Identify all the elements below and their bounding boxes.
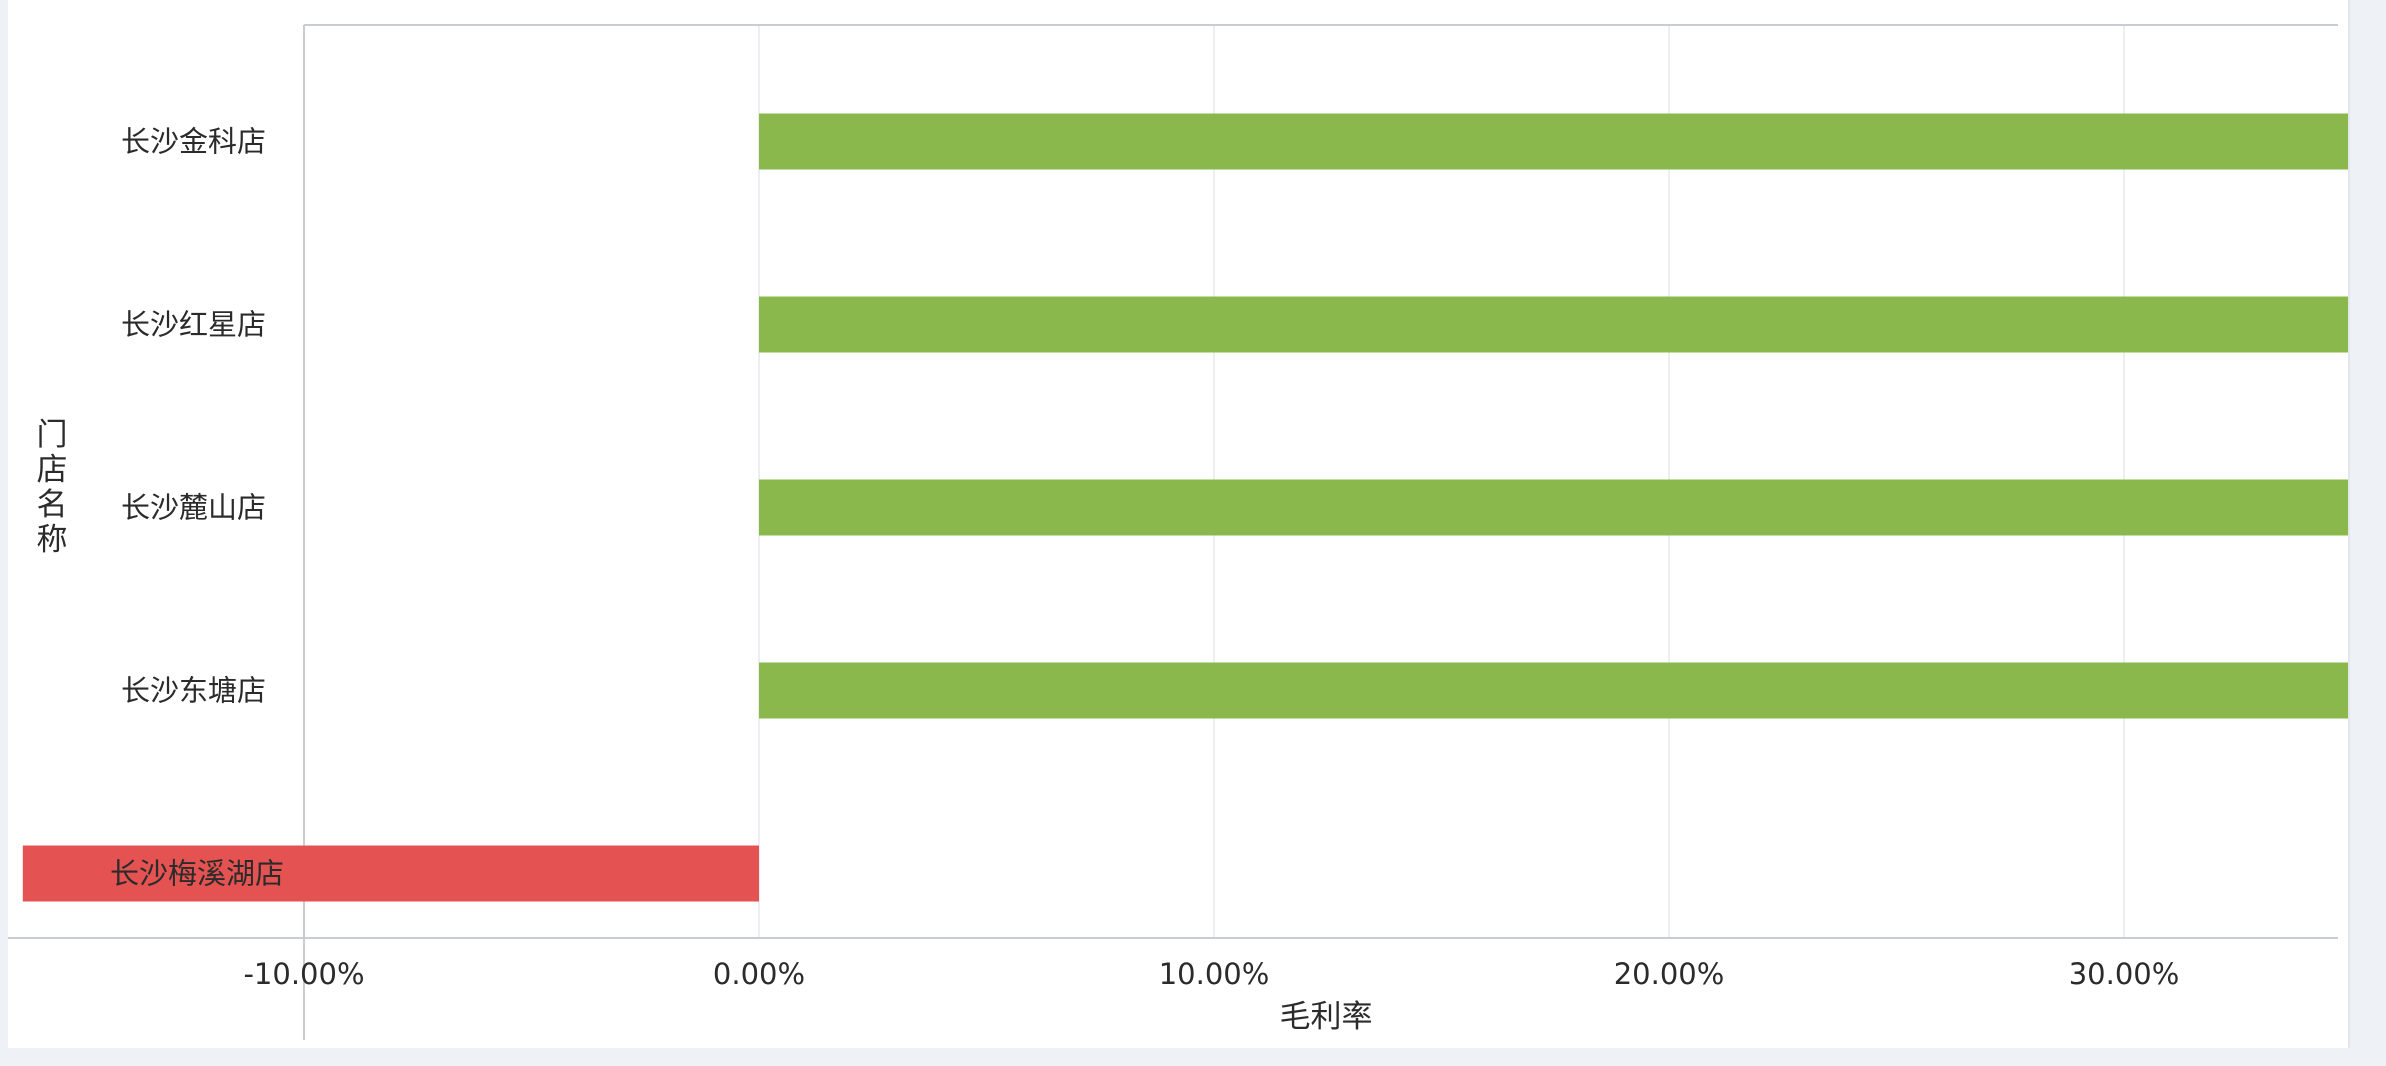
bar[interactable] (759, 662, 2350, 719)
bar[interactable] (759, 479, 2350, 536)
category-label: 长沙红星店 (121, 308, 266, 342)
category-label: 长沙金科店 (121, 125, 266, 159)
bar[interactable] (759, 113, 2350, 170)
x-axis-title: 毛利率 (1280, 999, 1373, 1035)
category-label: 长沙梅溪湖店 (110, 857, 284, 891)
x-tick-labels: -20.00%-10.00%0.00%10.00%20.00%30.00%40.… (243, 957, 2180, 991)
bar[interactable] (759, 296, 2350, 353)
x-tick-label: 10.00% (1159, 957, 1270, 991)
x-tick-label: 20.00% (1614, 957, 1725, 991)
bar-chart: 60.35%59.85%59.64%55.04%-16.18% 长沙金科店长沙红… (8, 24, 2350, 1040)
category-label: 长沙东塘店 (121, 674, 266, 708)
y-axis-title: 门店名称 (37, 417, 68, 558)
x-tick-label: -10.00% (243, 957, 364, 991)
bar[interactable] (22, 845, 760, 902)
x-tick-label: 30.00% (2069, 957, 2180, 991)
category-label: 长沙麓山店 (121, 491, 266, 525)
chart-frame: 60.35%59.85%59.64%55.04%-16.18% 长沙金科店长沙红… (8, 0, 2350, 1048)
bars (22, 113, 2350, 902)
bar-value-label: -16.18% (8, 857, 15, 891)
x-tick-label: 0.00% (713, 957, 805, 991)
